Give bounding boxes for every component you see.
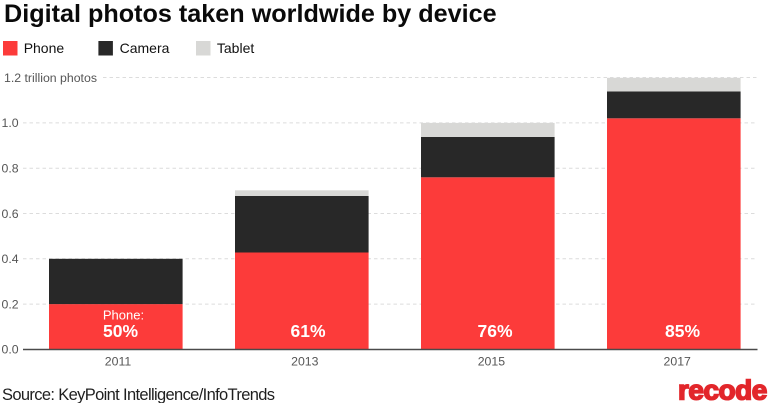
svg-text:0.4: 0.4 — [2, 252, 19, 266]
svg-text:50%: 50% — [103, 321, 138, 341]
svg-text:Phone: Phone — [24, 40, 65, 56]
svg-text:2015: 2015 — [478, 355, 506, 369]
svg-text:85%: 85% — [665, 321, 700, 341]
svg-text:0.8: 0.8 — [2, 162, 19, 176]
svg-text:2011: 2011 — [105, 355, 132, 369]
svg-text:Camera: Camera — [120, 40, 170, 56]
svg-text:0.2: 0.2 — [2, 297, 19, 311]
svg-text:2013: 2013 — [291, 355, 319, 369]
svg-text:61%: 61% — [290, 321, 325, 341]
svg-text:0.6: 0.6 — [2, 207, 19, 221]
svg-text:2017: 2017 — [664, 355, 692, 369]
svg-text:0.0: 0.0 — [2, 343, 19, 357]
svg-text:Phone:: Phone: — [103, 307, 144, 322]
svg-text:1.0: 1.0 — [2, 116, 19, 130]
svg-text:recode: recode — [678, 375, 767, 403]
svg-text:1.2 trillion photos: 1.2 trillion photos — [4, 71, 97, 85]
svg-text:Digital photos taken worldwide: Digital photos taken worldwide by device — [4, 0, 497, 28]
svg-text:Source: KeyPoint Intelligence/: Source: KeyPoint Intelligence/InfoTrends — [2, 386, 275, 403]
svg-text:Tablet: Tablet — [217, 40, 254, 56]
svg-text:76%: 76% — [477, 321, 512, 341]
